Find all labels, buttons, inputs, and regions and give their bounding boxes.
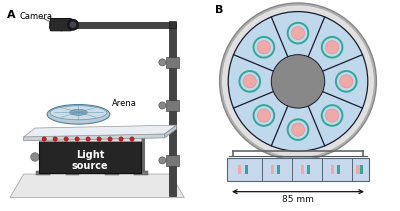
FancyBboxPatch shape — [50, 19, 72, 31]
Ellipse shape — [50, 106, 107, 120]
Text: Camera: Camera — [20, 12, 53, 21]
FancyBboxPatch shape — [134, 171, 148, 176]
FancyBboxPatch shape — [169, 21, 176, 28]
Circle shape — [228, 12, 368, 151]
Circle shape — [254, 37, 274, 58]
FancyBboxPatch shape — [36, 171, 50, 176]
Polygon shape — [39, 141, 141, 173]
Circle shape — [288, 119, 308, 140]
Circle shape — [222, 5, 374, 158]
Circle shape — [31, 153, 39, 161]
Circle shape — [53, 137, 57, 141]
FancyBboxPatch shape — [238, 165, 241, 174]
Circle shape — [340, 75, 353, 88]
Circle shape — [159, 157, 166, 164]
Text: A: A — [7, 10, 16, 20]
Circle shape — [257, 109, 270, 122]
Circle shape — [292, 27, 304, 40]
Circle shape — [322, 105, 342, 126]
FancyBboxPatch shape — [70, 141, 75, 173]
Text: B: B — [215, 5, 224, 15]
FancyBboxPatch shape — [307, 165, 310, 174]
FancyBboxPatch shape — [360, 165, 363, 174]
FancyBboxPatch shape — [166, 155, 180, 166]
FancyBboxPatch shape — [331, 165, 334, 174]
FancyBboxPatch shape — [40, 141, 46, 173]
FancyBboxPatch shape — [271, 165, 274, 174]
FancyBboxPatch shape — [66, 171, 80, 176]
Circle shape — [292, 123, 304, 136]
Circle shape — [119, 137, 123, 141]
Circle shape — [108, 137, 112, 141]
FancyBboxPatch shape — [105, 171, 119, 176]
Circle shape — [70, 21, 76, 28]
Circle shape — [75, 137, 79, 141]
Ellipse shape — [47, 104, 110, 124]
FancyBboxPatch shape — [166, 100, 180, 111]
Circle shape — [288, 23, 308, 43]
Circle shape — [254, 105, 274, 126]
Polygon shape — [10, 174, 184, 198]
FancyBboxPatch shape — [356, 165, 360, 174]
Text: Arena: Arena — [112, 99, 137, 108]
Polygon shape — [39, 137, 141, 141]
Circle shape — [86, 137, 90, 141]
Circle shape — [99, 151, 108, 159]
Ellipse shape — [70, 110, 87, 115]
FancyBboxPatch shape — [49, 22, 172, 28]
Circle shape — [326, 109, 339, 122]
Circle shape — [159, 102, 166, 109]
Polygon shape — [24, 125, 176, 137]
Circle shape — [97, 137, 101, 141]
Text: 85 mm: 85 mm — [282, 195, 314, 204]
Circle shape — [336, 71, 356, 92]
Circle shape — [243, 75, 256, 88]
Circle shape — [257, 41, 270, 54]
Circle shape — [159, 59, 166, 66]
FancyBboxPatch shape — [301, 165, 304, 174]
Circle shape — [322, 37, 342, 58]
Circle shape — [130, 137, 134, 141]
Circle shape — [68, 19, 78, 30]
FancyBboxPatch shape — [337, 165, 340, 174]
FancyBboxPatch shape — [227, 158, 369, 181]
Circle shape — [326, 41, 339, 54]
FancyBboxPatch shape — [138, 137, 144, 173]
Circle shape — [271, 55, 325, 108]
Polygon shape — [165, 125, 176, 138]
Circle shape — [42, 137, 46, 141]
FancyBboxPatch shape — [245, 165, 248, 174]
Circle shape — [64, 137, 68, 141]
Polygon shape — [24, 134, 165, 141]
Circle shape — [60, 153, 69, 161]
Text: Light
source: Light source — [72, 150, 108, 171]
Circle shape — [220, 3, 376, 160]
Circle shape — [240, 71, 260, 92]
FancyBboxPatch shape — [169, 23, 176, 196]
Circle shape — [129, 151, 137, 159]
FancyBboxPatch shape — [166, 57, 180, 68]
FancyBboxPatch shape — [109, 137, 114, 173]
FancyBboxPatch shape — [277, 165, 280, 174]
